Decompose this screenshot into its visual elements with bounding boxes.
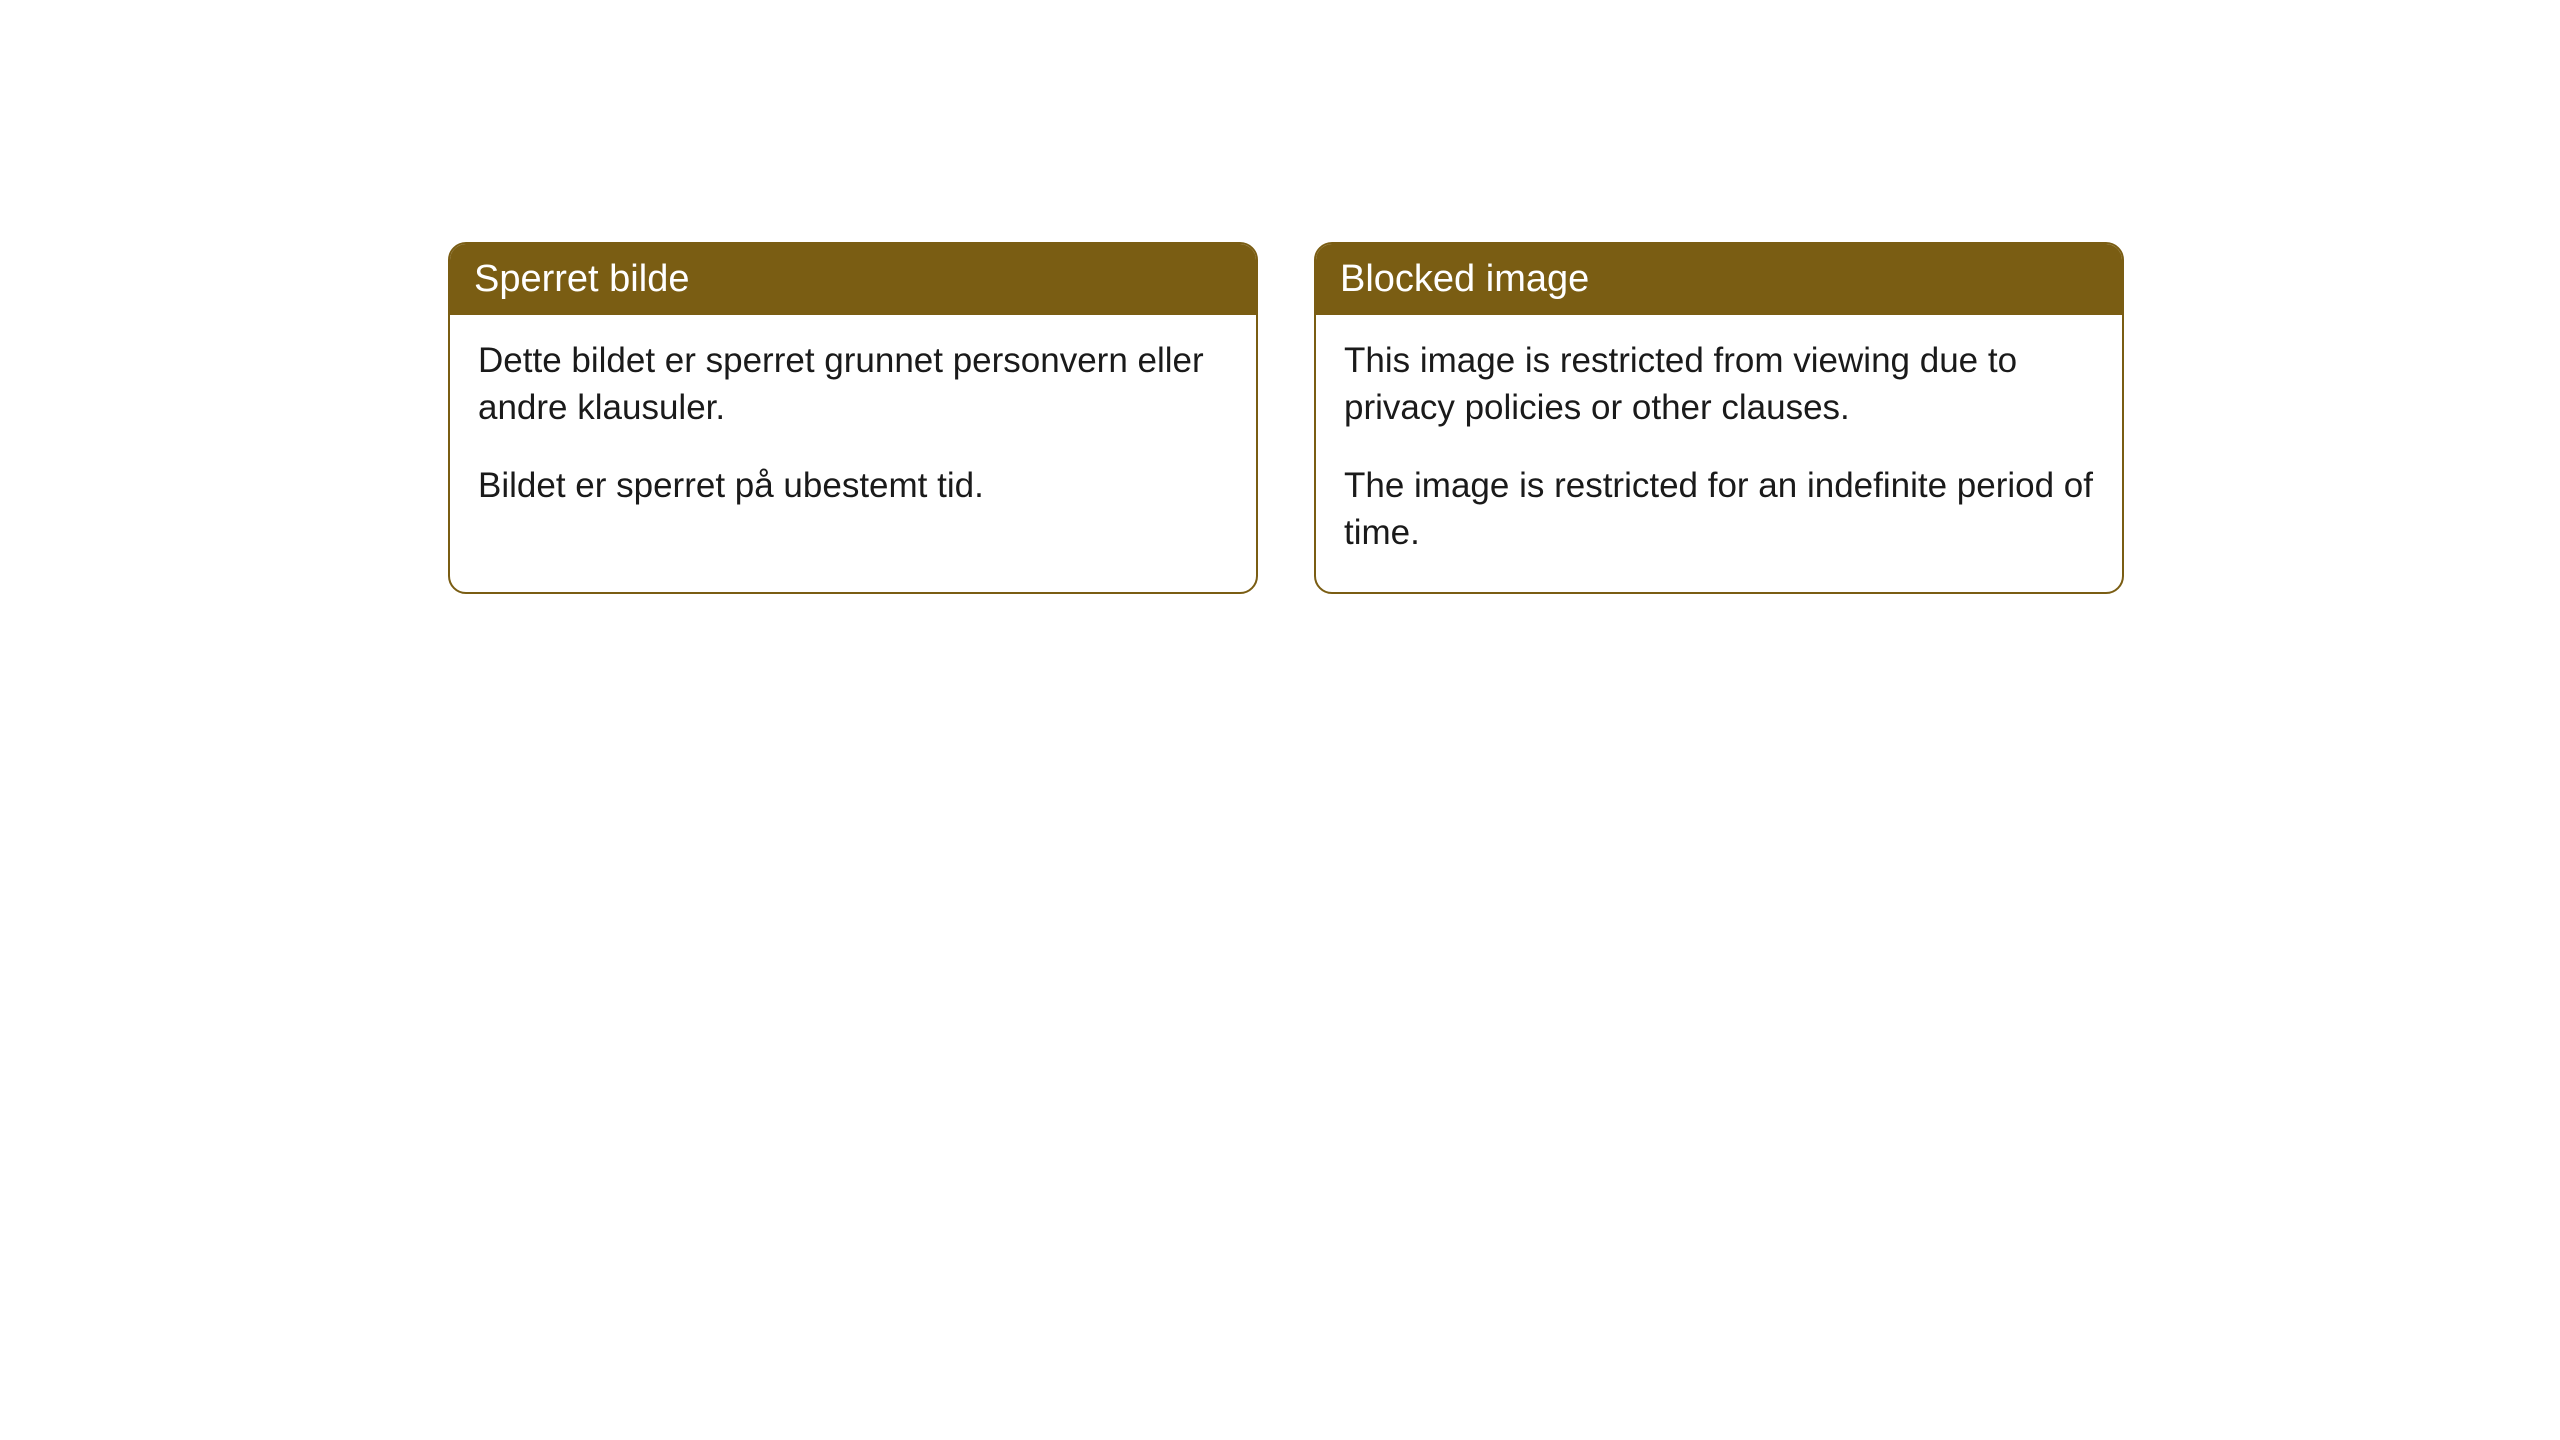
card-body-english: This image is restricted from viewing du… [1316,315,2122,592]
card-paragraph: Bildet er sperret på ubestemt tid. [478,462,1228,509]
notice-card-english: Blocked image This image is restricted f… [1314,242,2124,594]
card-title: Blocked image [1340,258,1589,300]
card-header-english: Blocked image [1316,244,2122,315]
notice-cards-container: Sperret bilde Dette bildet er sperret gr… [448,242,2124,594]
card-paragraph: Dette bildet er sperret grunnet personve… [478,337,1228,432]
card-body-norwegian: Dette bildet er sperret grunnet personve… [450,315,1256,545]
notice-card-norwegian: Sperret bilde Dette bildet er sperret gr… [448,242,1258,594]
card-title: Sperret bilde [474,258,689,300]
card-paragraph: The image is restricted for an indefinit… [1344,462,2094,557]
card-header-norwegian: Sperret bilde [450,244,1256,315]
card-paragraph: This image is restricted from viewing du… [1344,337,2094,432]
